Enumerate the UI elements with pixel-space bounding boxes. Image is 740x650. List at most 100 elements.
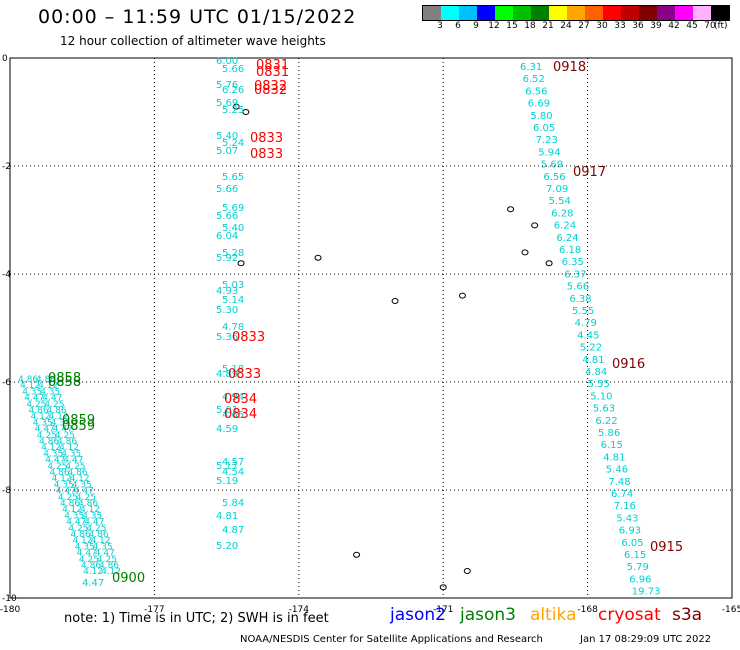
swh-value: 4.84 bbox=[585, 367, 607, 378]
swh-value: 4.47 bbox=[63, 456, 83, 466]
legend-swatch bbox=[585, 6, 603, 20]
swh-value: 4.93 bbox=[216, 286, 238, 297]
legend-swatch bbox=[549, 6, 567, 20]
x-tick-label: -180 bbox=[0, 605, 20, 615]
legend-label: 24 bbox=[560, 21, 572, 31]
swh-value: 4.25 bbox=[26, 400, 46, 410]
swh-value: 5.28 bbox=[222, 248, 244, 259]
swh-value: 4.86 bbox=[89, 530, 109, 540]
page-subtitle: 12 hour collection of altimeter wave hei… bbox=[60, 34, 326, 48]
swh-value: 6.69 bbox=[528, 99, 550, 110]
pass-time-label: 0918 bbox=[553, 60, 586, 75]
swh-value: 5.66 bbox=[216, 184, 238, 195]
swh-value: 7.48 bbox=[608, 477, 630, 488]
swh-value: 5.36 bbox=[216, 332, 238, 343]
swh-value: 4.86 bbox=[29, 406, 49, 416]
swh-value: 4.12 bbox=[20, 381, 40, 391]
swh-value: 6.26 bbox=[222, 85, 244, 96]
swh-value: 5.92 bbox=[216, 253, 238, 264]
swh-value: 4.12 bbox=[83, 567, 103, 577]
island-outline bbox=[507, 206, 515, 213]
island-outline bbox=[439, 584, 447, 591]
legend-label: 33 bbox=[614, 21, 626, 31]
swh-value: 4.86 bbox=[57, 437, 77, 447]
swh-value: 4.86 bbox=[47, 406, 67, 416]
y-tick-label: 0 bbox=[2, 54, 8, 64]
mission-s3a: s3a bbox=[672, 605, 703, 625]
legend-label: 18 bbox=[524, 21, 536, 31]
swh-value: 6.56 bbox=[525, 86, 547, 97]
swh-value: 4.25 bbox=[76, 493, 96, 503]
island-outline bbox=[521, 249, 529, 256]
swh-value: 4.86 bbox=[18, 375, 38, 385]
swh-value: 5.65 bbox=[222, 172, 244, 183]
swh-value: 4.47 bbox=[45, 456, 65, 466]
pass-time-label: 0834 bbox=[224, 392, 257, 407]
swh-value: 7.23 bbox=[536, 135, 558, 146]
swh-value: 5.69 bbox=[222, 203, 244, 214]
legend-swatch bbox=[423, 6, 441, 20]
legend-labels: 3 6 9 12 15 18 21 24 27 30 33 36 39 42 45 70 bbox=[422, 21, 740, 33]
legend-swatch bbox=[495, 6, 513, 20]
swh-value: 5.40 bbox=[222, 223, 244, 234]
island-outline bbox=[463, 568, 471, 574]
swh-value: 4.86 bbox=[36, 375, 56, 385]
swh-value: 4.86 bbox=[50, 468, 70, 478]
swh-value: 4.25 bbox=[55, 431, 75, 441]
swh-value: 4.12 bbox=[101, 567, 121, 577]
swh-value: 4.94 bbox=[222, 392, 244, 403]
swh-value: 6.74 bbox=[611, 489, 633, 500]
swh-value: 4.86 bbox=[81, 561, 101, 571]
swh-value: 4.47 bbox=[82, 578, 104, 589]
swh-value: 5.25 bbox=[222, 105, 244, 116]
x-tick-label: -171 bbox=[433, 605, 453, 615]
legend-swatch bbox=[711, 6, 729, 20]
swh-value: 5.66 bbox=[567, 282, 589, 293]
pass-time-label: 0834 bbox=[224, 407, 257, 422]
pass-time-label: 0916 bbox=[612, 357, 645, 372]
swh-value: 4.87 bbox=[222, 525, 244, 536]
swh-value: 4.65 bbox=[222, 410, 244, 421]
swh-value: 5.40 bbox=[216, 131, 238, 142]
legend-label: 42 bbox=[668, 21, 680, 31]
swh-value: 5.01 bbox=[216, 405, 238, 416]
swh-value: 5.55 bbox=[588, 379, 610, 390]
island-outline bbox=[314, 254, 322, 261]
x-tick-label: -165 bbox=[722, 605, 740, 615]
y-tick-label: -4 bbox=[2, 270, 11, 280]
swh-value: 4.81 bbox=[582, 355, 604, 366]
swh-value: 4.35 bbox=[33, 418, 53, 428]
legend-swatch bbox=[459, 6, 477, 20]
swh-value: 5.86 bbox=[598, 428, 620, 439]
swh-value: 6.35 bbox=[562, 257, 584, 268]
map-frame bbox=[9, 57, 733, 599]
swh-value: 5.03 bbox=[222, 280, 244, 291]
swh-value: 4.86 bbox=[68, 468, 88, 478]
pass-time-label: 0833 bbox=[250, 131, 283, 146]
swh-value: 4.81 bbox=[603, 452, 625, 463]
swh-value: 5.07 bbox=[216, 146, 238, 157]
swh-value: 6.00 bbox=[216, 56, 238, 67]
legend-swatch bbox=[441, 6, 459, 20]
swh-value: 6.96 bbox=[629, 574, 651, 585]
swh-value: 4.12 bbox=[38, 381, 58, 391]
swh-value: 4.59 bbox=[216, 424, 238, 435]
swh-value: 5.14 bbox=[222, 295, 244, 306]
swh-value: 4.54 bbox=[222, 467, 244, 478]
swh-value: 4.86 bbox=[99, 561, 119, 571]
pass-time-label: 0900 bbox=[112, 571, 145, 586]
swh-value: 4.12 bbox=[62, 505, 82, 515]
swh-value: 4.25 bbox=[86, 524, 106, 534]
swh-value: 4.12 bbox=[52, 474, 72, 484]
legend-label: 45 bbox=[686, 21, 698, 31]
swh-value: 4.12 bbox=[80, 505, 100, 515]
swh-value: 7.16 bbox=[614, 501, 636, 512]
swh-value: 4.86 bbox=[78, 499, 98, 509]
swh-value: 4.45 bbox=[577, 330, 599, 341]
swh-value: 4.25 bbox=[44, 400, 64, 410]
legend-label: 12 bbox=[488, 21, 500, 31]
legend-label: 30 bbox=[596, 21, 608, 31]
swh-value: 5.63 bbox=[593, 404, 615, 415]
swh-value: 4.47 bbox=[74, 487, 94, 497]
swh-value: 4.35 bbox=[40, 387, 60, 397]
